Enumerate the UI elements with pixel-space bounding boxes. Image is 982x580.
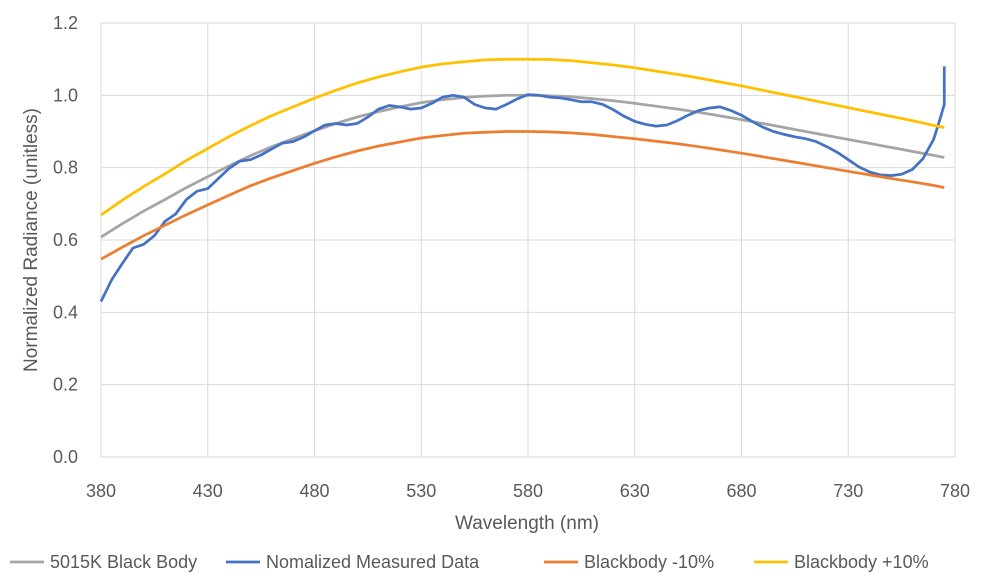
y-tick-label: 0.8 bbox=[53, 158, 78, 178]
x-tick-label: 430 bbox=[193, 481, 223, 501]
y-tick-label: 0.4 bbox=[53, 302, 78, 322]
x-axis-ticks: 380 430 480 530 580 630 680 730 780 bbox=[86, 481, 970, 501]
x-tick-label: 680 bbox=[726, 481, 756, 501]
y-tick-label: 0.0 bbox=[53, 447, 78, 467]
y-axis-ticks: 0.0 0.2 0.4 0.6 0.8 1.0 1.2 bbox=[53, 13, 78, 467]
series-line-3 bbox=[100, 57, 945, 217]
legend-label-3: Blackbody +10% bbox=[794, 552, 929, 572]
series-line-2 bbox=[100, 130, 945, 261]
y-axis-title: Normalized Radiance (unitless) bbox=[21, 108, 42, 372]
x-tick-label: 730 bbox=[833, 481, 863, 501]
series-line-1 bbox=[99, 66, 946, 303]
chart-grid bbox=[100, 22, 956, 458]
x-tick-label: 480 bbox=[299, 481, 329, 501]
y-tick-label: 1.2 bbox=[53, 13, 78, 33]
x-tick-label: 380 bbox=[86, 481, 116, 501]
x-tick-label: 780 bbox=[940, 481, 970, 501]
x-tick-label: 630 bbox=[620, 481, 650, 501]
chart-series bbox=[99, 57, 946, 303]
y-tick-label: 0.6 bbox=[53, 230, 78, 250]
x-tick-label: 580 bbox=[513, 481, 543, 501]
y-tick-label: 0.2 bbox=[53, 375, 78, 395]
x-tick-label: 530 bbox=[406, 481, 436, 501]
chart-legend: 5015K Black Body Nomalized Measured Data B… bbox=[10, 552, 929, 572]
y-tick-label: 1.0 bbox=[53, 85, 78, 105]
legend-label-2: Blackbody -10% bbox=[584, 552, 714, 572]
legend-label-1: Nomalized Measured Data bbox=[266, 552, 480, 572]
x-axis-title: Wavelength (nm) bbox=[455, 513, 599, 534]
legend-label-0: 5015K Black Body bbox=[50, 552, 197, 572]
